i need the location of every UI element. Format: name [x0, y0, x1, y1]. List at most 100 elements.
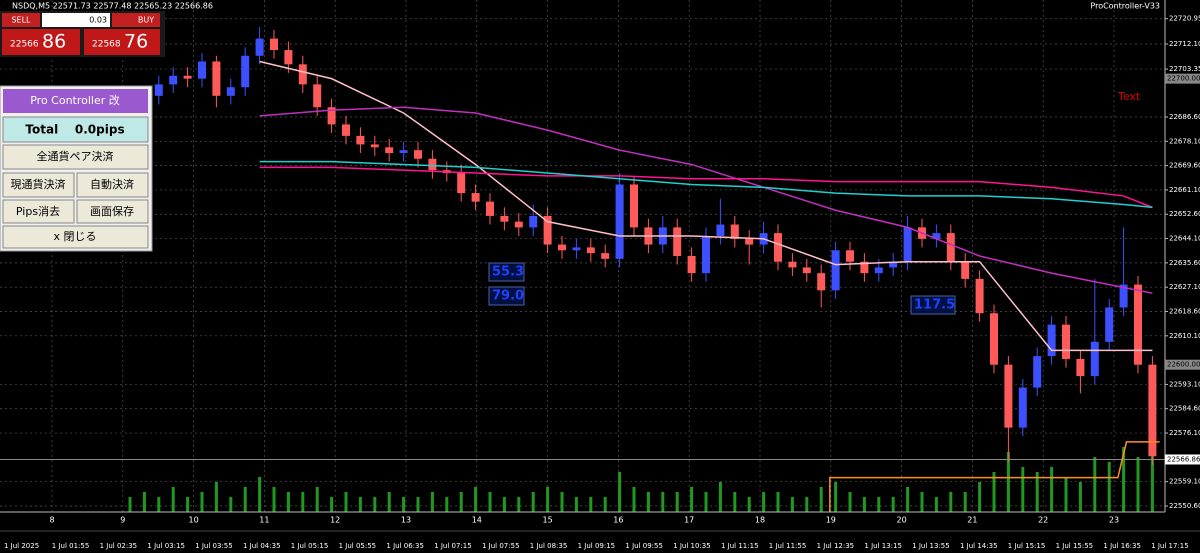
- candle-body: [702, 235, 710, 274]
- sell-button[interactable]: [2, 13, 40, 27]
- auto-close-label[interactable]: 自動決済: [90, 177, 134, 191]
- time-label: 1 Jul 15:55: [1056, 542, 1094, 550]
- volume-bar: [1035, 472, 1039, 512]
- candle-body: [961, 261, 970, 279]
- lot-value[interactable]: 0.03: [89, 16, 107, 25]
- candle-body: [558, 244, 566, 251]
- candle-body: [500, 215, 509, 222]
- pips-clear-label[interactable]: Pips消去: [16, 204, 60, 218]
- volume-bar: [690, 487, 694, 512]
- y-tick-label: 22703.35: [1169, 65, 1200, 73]
- candle-body: [169, 75, 178, 85]
- day-label: 13: [401, 516, 411, 525]
- text-label: Text: [1117, 90, 1141, 103]
- y-tick-label: 22644.10: [1169, 235, 1200, 243]
- volume-bar: [776, 492, 780, 512]
- trade-panel: SELL 0.03 BUY 22566 86 22568 76: [0, 11, 165, 57]
- bid-big[interactable]: 22566: [10, 40, 39, 50]
- y-tick-label: 22712.10: [1169, 40, 1200, 48]
- candle-body: [183, 75, 192, 79]
- volume-bar: [906, 487, 910, 512]
- candle-body: [817, 273, 826, 291]
- pips-clear-button[interactable]: [2, 199, 75, 224]
- volume-bar: [632, 487, 636, 512]
- volume-bar: [603, 497, 607, 512]
- candle-body: [1033, 356, 1042, 388]
- candle-body: [1119, 284, 1128, 308]
- volume-bar: [502, 497, 506, 512]
- title-label[interactable]: Pro Controller 改: [30, 93, 120, 107]
- candle-body: [414, 150, 422, 159]
- candle-body: [270, 38, 278, 51]
- volume-bar: [920, 492, 924, 512]
- close-current-button[interactable]: [2, 172, 75, 198]
- volume-bar: [704, 492, 708, 512]
- buy-label[interactable]: BUY: [138, 16, 154, 25]
- day-label: 17: [684, 516, 694, 525]
- candle-body: [874, 267, 883, 274]
- volume-bar: [1078, 482, 1082, 512]
- close-panel-label[interactable]: x 閉じる: [53, 230, 96, 243]
- ask-small[interactable]: 76: [124, 31, 148, 53]
- annotation-box: [488, 262, 525, 282]
- save-screen-label[interactable]: 画面保存: [90, 204, 134, 218]
- candle-body: [586, 247, 595, 254]
- candle-body: [471, 193, 480, 202]
- close-all-label[interactable]: 全通貨ペア決済: [37, 149, 114, 163]
- volume-bar: [747, 497, 751, 512]
- buy-button[interactable]: [112, 13, 160, 27]
- volume-bar: [474, 487, 478, 512]
- auto-close-button[interactable]: [76, 172, 149, 198]
- close-panel-button[interactable]: [2, 225, 149, 249]
- close-current-label[interactable]: 現通貨決済: [11, 177, 66, 191]
- candle-body: [198, 61, 206, 79]
- candle-body: [630, 184, 638, 228]
- candle-body: [846, 250, 854, 262]
- volume-bar: [574, 497, 578, 512]
- time-label: 1 Jul 12:35: [817, 542, 855, 550]
- sell-price-box[interactable]: [2, 29, 80, 55]
- candle-body: [788, 261, 797, 268]
- volume-bar: [330, 497, 334, 512]
- time-label: 1 Jul 08:35: [530, 542, 568, 550]
- candle-body: [730, 224, 739, 239]
- volume-bar: [344, 492, 348, 512]
- volume-bar: [358, 497, 362, 512]
- buy-price-box[interactable]: [84, 29, 160, 55]
- day-label: 23: [1109, 516, 1119, 525]
- volume-bar: [560, 492, 564, 512]
- volume-bar: [142, 492, 146, 512]
- close-all-button[interactable]: [2, 144, 149, 170]
- day-label: 9: [120, 516, 125, 525]
- lot-input[interactable]: [42, 13, 110, 27]
- volume-bar: [157, 497, 161, 512]
- candle-body: [1105, 307, 1114, 342]
- price-marker-box: [1165, 73, 1200, 84]
- candle-body: [860, 261, 869, 274]
- candle-body: [327, 107, 336, 125]
- chart: 55.3 79.0 117.5: [0, 0, 1165, 512]
- controller-panel: Pro Controller 改 Total 0.0pips 全通貨ペア決済 現…: [0, 85, 153, 252]
- volume-bar: [963, 492, 967, 512]
- volume-bar: [862, 497, 866, 512]
- candle-body: [802, 267, 811, 274]
- candle-body: [831, 250, 840, 291]
- candle-body: [298, 64, 307, 85]
- day-label: 16: [613, 516, 623, 525]
- volume-bar: [1093, 457, 1097, 512]
- sell-label[interactable]: SELL: [11, 16, 31, 25]
- y-tick-label: 22635.60: [1169, 259, 1200, 267]
- candle-body: [774, 233, 782, 262]
- ask-big[interactable]: 22568: [92, 40, 121, 50]
- bid-small[interactable]: 86: [42, 31, 66, 53]
- price-marker-box: [1165, 359, 1200, 370]
- volume-bar: [949, 492, 953, 512]
- price-marker-label: 22600.00: [1167, 361, 1200, 369]
- save-screen-button[interactable]: [76, 199, 149, 224]
- candle-body: [1047, 324, 1056, 357]
- title-button[interactable]: [3, 89, 148, 113]
- y-tick-label: 22627.10: [1169, 283, 1200, 291]
- volume-bar: [1050, 467, 1054, 512]
